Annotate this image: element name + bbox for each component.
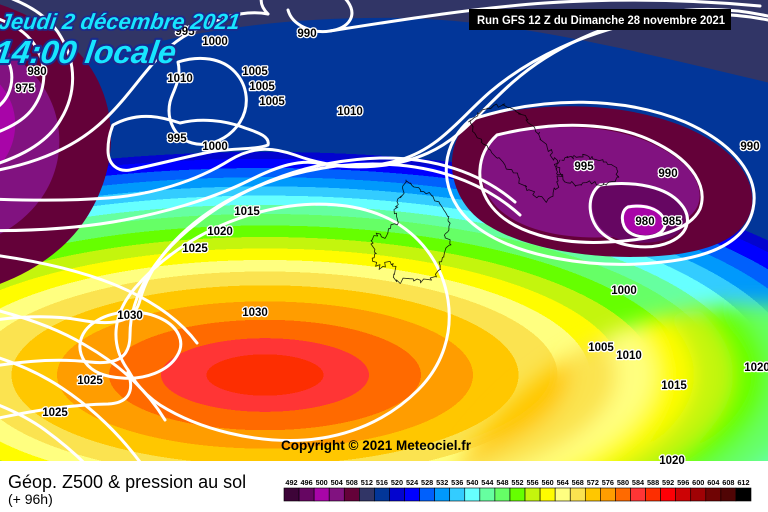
svg-text:600: 600 — [692, 478, 704, 487]
svg-text:980: 980 — [635, 216, 654, 228]
svg-text:Copyright © 2021 Meteociel.fr: Copyright © 2021 Meteociel.fr — [281, 438, 472, 453]
svg-text:1000: 1000 — [611, 285, 637, 297]
svg-text:556: 556 — [526, 478, 538, 487]
svg-text:1025: 1025 — [42, 407, 68, 419]
svg-text:Jeudi 2 décembre 2021: Jeudi 2 décembre 2021 — [0, 9, 241, 34]
svg-text:608: 608 — [722, 478, 734, 487]
svg-text:975: 975 — [15, 83, 35, 95]
svg-text:496: 496 — [301, 478, 313, 487]
svg-text:612: 612 — [737, 478, 749, 487]
svg-text:990: 990 — [740, 141, 759, 153]
svg-text:Run GFS 12 Z du Dimanche 28 no: Run GFS 12 Z du Dimanche 28 novembre 202… — [477, 13, 725, 27]
svg-text:1020: 1020 — [659, 455, 685, 467]
svg-text:492: 492 — [285, 478, 297, 487]
svg-text:508: 508 — [346, 478, 358, 487]
svg-text:592: 592 — [662, 478, 674, 487]
svg-text:580: 580 — [617, 478, 629, 487]
svg-text:528: 528 — [421, 478, 433, 487]
svg-text:1000: 1000 — [202, 36, 228, 48]
svg-text:1005: 1005 — [588, 342, 614, 354]
svg-text:985: 985 — [662, 216, 682, 228]
svg-text:520: 520 — [391, 478, 403, 487]
svg-text:995: 995 — [167, 133, 187, 145]
svg-text:1030: 1030 — [117, 310, 143, 322]
svg-text:1010: 1010 — [337, 106, 363, 118]
svg-text:990: 990 — [297, 28, 316, 40]
svg-text:1005: 1005 — [249, 81, 275, 93]
svg-text:596: 596 — [677, 478, 689, 487]
svg-text:512: 512 — [361, 478, 373, 487]
svg-text:1020: 1020 — [207, 226, 233, 238]
svg-text:572: 572 — [587, 478, 599, 487]
svg-text:536: 536 — [451, 478, 463, 487]
svg-text:1005: 1005 — [242, 66, 268, 78]
svg-text:1010: 1010 — [167, 73, 193, 85]
svg-text:1025: 1025 — [77, 375, 103, 387]
svg-text:584: 584 — [632, 478, 645, 487]
svg-text:1000: 1000 — [202, 141, 228, 153]
svg-text:1030: 1030 — [242, 307, 268, 319]
svg-text:1020: 1020 — [744, 362, 768, 374]
svg-text:Géop. Z500 & pression au sol: Géop. Z500 & pression au sol — [8, 472, 246, 492]
svg-text:604: 604 — [707, 478, 720, 487]
svg-text:540: 540 — [466, 478, 478, 487]
svg-text:(+ 96h): (+ 96h) — [8, 491, 53, 507]
svg-text:564: 564 — [557, 478, 570, 487]
svg-text:500: 500 — [316, 478, 328, 487]
svg-text:532: 532 — [436, 478, 448, 487]
svg-text:568: 568 — [572, 478, 584, 487]
svg-text:14:00 locale: 14:00 locale — [0, 34, 179, 70]
svg-text:548: 548 — [496, 478, 508, 487]
svg-text:1015: 1015 — [661, 380, 687, 392]
svg-text:516: 516 — [376, 478, 388, 487]
svg-text:524: 524 — [406, 478, 419, 487]
svg-text:995: 995 — [574, 161, 594, 173]
svg-text:504: 504 — [331, 478, 344, 487]
svg-text:1025: 1025 — [182, 243, 208, 255]
svg-text:552: 552 — [511, 478, 523, 487]
svg-text:1015: 1015 — [234, 206, 260, 218]
svg-text:1005: 1005 — [259, 96, 285, 108]
svg-text:588: 588 — [647, 478, 659, 487]
svg-text:1010: 1010 — [616, 350, 642, 362]
svg-text:990: 990 — [658, 168, 677, 180]
svg-text:560: 560 — [542, 478, 554, 487]
svg-text:544: 544 — [481, 478, 494, 487]
svg-text:576: 576 — [602, 478, 614, 487]
